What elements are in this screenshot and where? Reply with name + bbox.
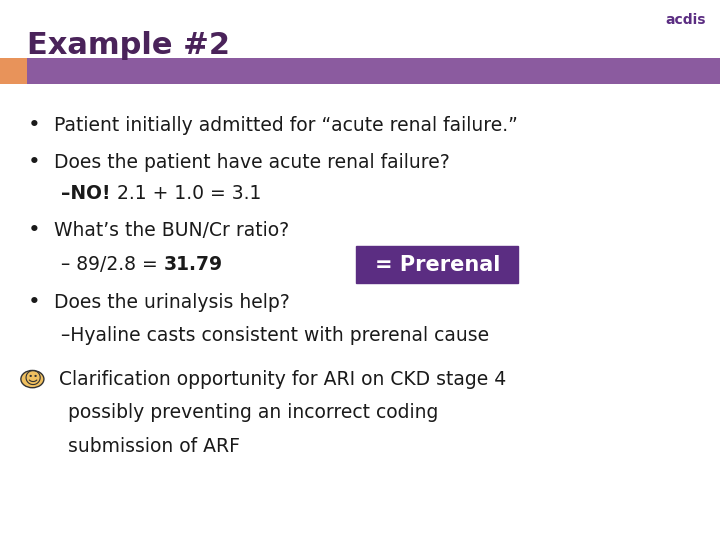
Text: – 89/2.8 =: – 89/2.8 =	[61, 255, 164, 274]
Text: Does the urinalysis help?: Does the urinalysis help?	[54, 293, 289, 312]
Text: –NO!: –NO!	[61, 184, 111, 203]
Text: 31.79: 31.79	[164, 255, 223, 274]
Bar	[27, 58, 720, 84]
Text: Does the patient have acute renal failure?: Does the patient have acute renal failur…	[54, 152, 450, 172]
Text: •: •	[27, 152, 40, 172]
Text: •: •	[27, 220, 40, 240]
Text: 2.1 + 1.0 = 3.1: 2.1 + 1.0 = 3.1	[111, 184, 261, 203]
FancyBboxPatch shape	[356, 246, 518, 283]
Text: Patient initially admitted for “acute renal failure.”: Patient initially admitted for “acute re…	[54, 116, 518, 135]
Text: •: •	[27, 292, 40, 313]
Text: submission of ARF: submission of ARF	[68, 436, 240, 456]
Text: = Prerenal: = Prerenal	[374, 254, 500, 275]
Text: Example #2: Example #2	[27, 31, 230, 60]
Text: ☺: ☺	[23, 370, 42, 388]
Text: •: •	[27, 115, 40, 136]
Text: possibly preventing an incorrect coding: possibly preventing an incorrect coding	[68, 403, 438, 422]
Bar	[0, 58, 27, 84]
Text: What’s the BUN/Cr ratio?: What’s the BUN/Cr ratio?	[54, 220, 289, 240]
Text: acdis: acdis	[665, 14, 706, 28]
Text: –Hyaline casts consistent with prerenal cause: –Hyaline casts consistent with prerenal …	[61, 326, 490, 346]
Circle shape	[21, 370, 44, 388]
Text: Clarification opportunity for ARI on CKD stage 4: Clarification opportunity for ARI on CKD…	[59, 369, 506, 389]
